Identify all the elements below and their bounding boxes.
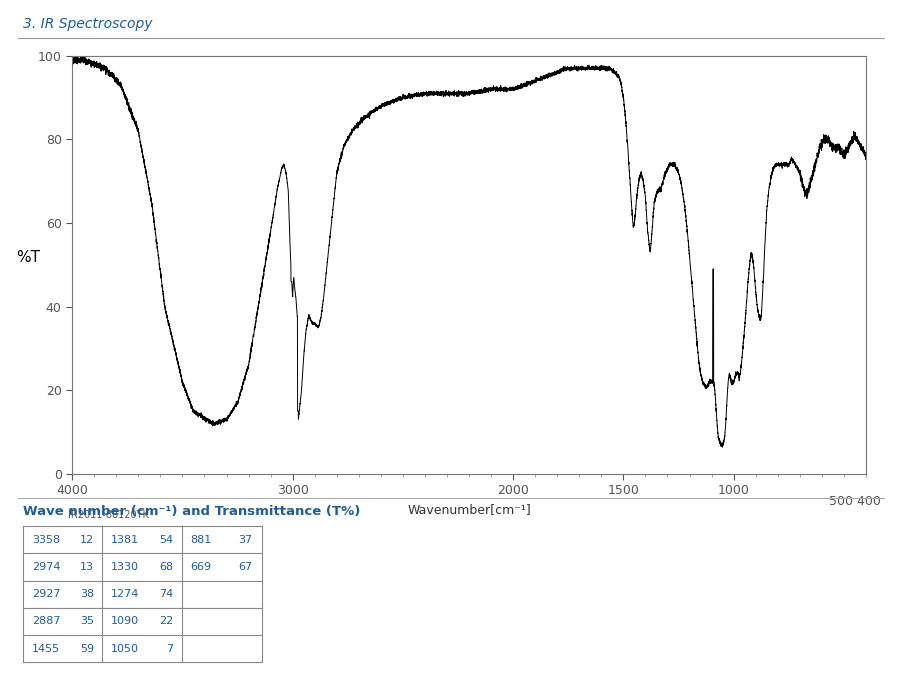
Text: 37: 37	[238, 535, 252, 545]
Text: 2974: 2974	[32, 562, 60, 572]
Text: 500 400: 500 400	[829, 494, 881, 507]
Text: 1455: 1455	[32, 643, 60, 654]
Text: 2927: 2927	[32, 589, 60, 599]
Text: 38: 38	[80, 589, 94, 599]
Text: 669: 669	[190, 562, 211, 572]
Text: 1330: 1330	[111, 562, 139, 572]
Text: 67: 67	[238, 562, 252, 572]
Text: 1274: 1274	[111, 589, 140, 599]
Text: 13: 13	[80, 562, 94, 572]
Y-axis label: %T: %T	[16, 250, 41, 265]
Text: 881: 881	[190, 535, 211, 545]
Text: 59: 59	[80, 643, 94, 654]
Text: 74: 74	[159, 589, 173, 599]
Text: 22: 22	[159, 616, 173, 627]
Text: 3358: 3358	[32, 535, 60, 545]
Text: IR2011-88120TK: IR2011-88120TK	[69, 510, 149, 519]
Text: 1090: 1090	[111, 616, 139, 627]
Text: 1050: 1050	[111, 643, 139, 654]
Text: 12: 12	[80, 535, 94, 545]
Text: 1381: 1381	[111, 535, 139, 545]
Text: 54: 54	[159, 535, 173, 545]
Text: Wave number (cm⁻¹) and Transmittance (T%): Wave number (cm⁻¹) and Transmittance (T%…	[23, 505, 360, 519]
Text: 2887: 2887	[32, 616, 60, 627]
Text: 35: 35	[80, 616, 94, 627]
X-axis label: Wavenumber[cm⁻¹]: Wavenumber[cm⁻¹]	[407, 503, 531, 516]
Text: 68: 68	[159, 562, 173, 572]
Text: 7: 7	[166, 643, 173, 654]
Text: 3. IR Spectroscopy: 3. IR Spectroscopy	[23, 17, 152, 31]
